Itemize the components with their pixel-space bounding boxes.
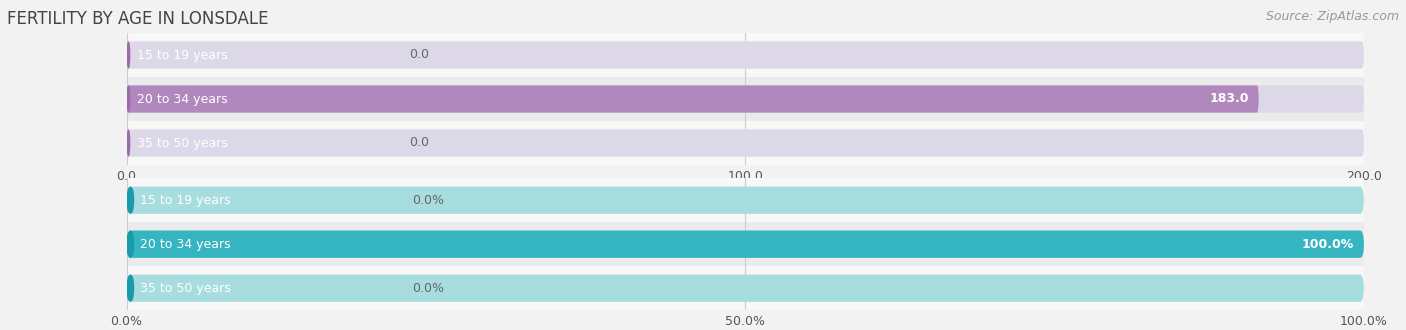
FancyBboxPatch shape (127, 129, 131, 157)
Bar (127, 121, 1364, 165)
FancyBboxPatch shape (127, 231, 1364, 258)
Text: 35 to 50 years: 35 to 50 years (141, 282, 231, 295)
FancyBboxPatch shape (127, 186, 134, 214)
Bar (127, 77, 1364, 121)
Text: Source: ZipAtlas.com: Source: ZipAtlas.com (1265, 10, 1399, 23)
FancyBboxPatch shape (127, 41, 1364, 69)
FancyBboxPatch shape (127, 231, 134, 258)
FancyBboxPatch shape (127, 85, 1258, 113)
FancyBboxPatch shape (127, 275, 1364, 302)
FancyBboxPatch shape (127, 275, 134, 302)
Text: 0.0%: 0.0% (412, 282, 444, 295)
Text: 20 to 34 years: 20 to 34 years (141, 238, 231, 251)
Bar (127, 222, 1364, 266)
FancyBboxPatch shape (127, 41, 131, 69)
Text: 183.0: 183.0 (1209, 92, 1249, 106)
Text: 20 to 34 years: 20 to 34 years (136, 92, 228, 106)
FancyBboxPatch shape (127, 85, 1364, 113)
Text: FERTILITY BY AGE IN LONSDALE: FERTILITY BY AGE IN LONSDALE (7, 10, 269, 28)
Bar (127, 266, 1364, 310)
Text: 100.0%: 100.0% (1302, 238, 1354, 251)
Text: 35 to 50 years: 35 to 50 years (136, 137, 228, 149)
Text: 0.0: 0.0 (409, 137, 429, 149)
FancyBboxPatch shape (127, 129, 1364, 157)
Text: 0.0%: 0.0% (412, 194, 444, 207)
Text: 0.0: 0.0 (409, 49, 429, 61)
FancyBboxPatch shape (127, 186, 1364, 214)
Bar (127, 178, 1364, 222)
Bar (127, 33, 1364, 77)
FancyBboxPatch shape (127, 231, 1364, 258)
Text: 15 to 19 years: 15 to 19 years (141, 194, 231, 207)
Text: 15 to 19 years: 15 to 19 years (136, 49, 228, 61)
FancyBboxPatch shape (127, 85, 131, 113)
